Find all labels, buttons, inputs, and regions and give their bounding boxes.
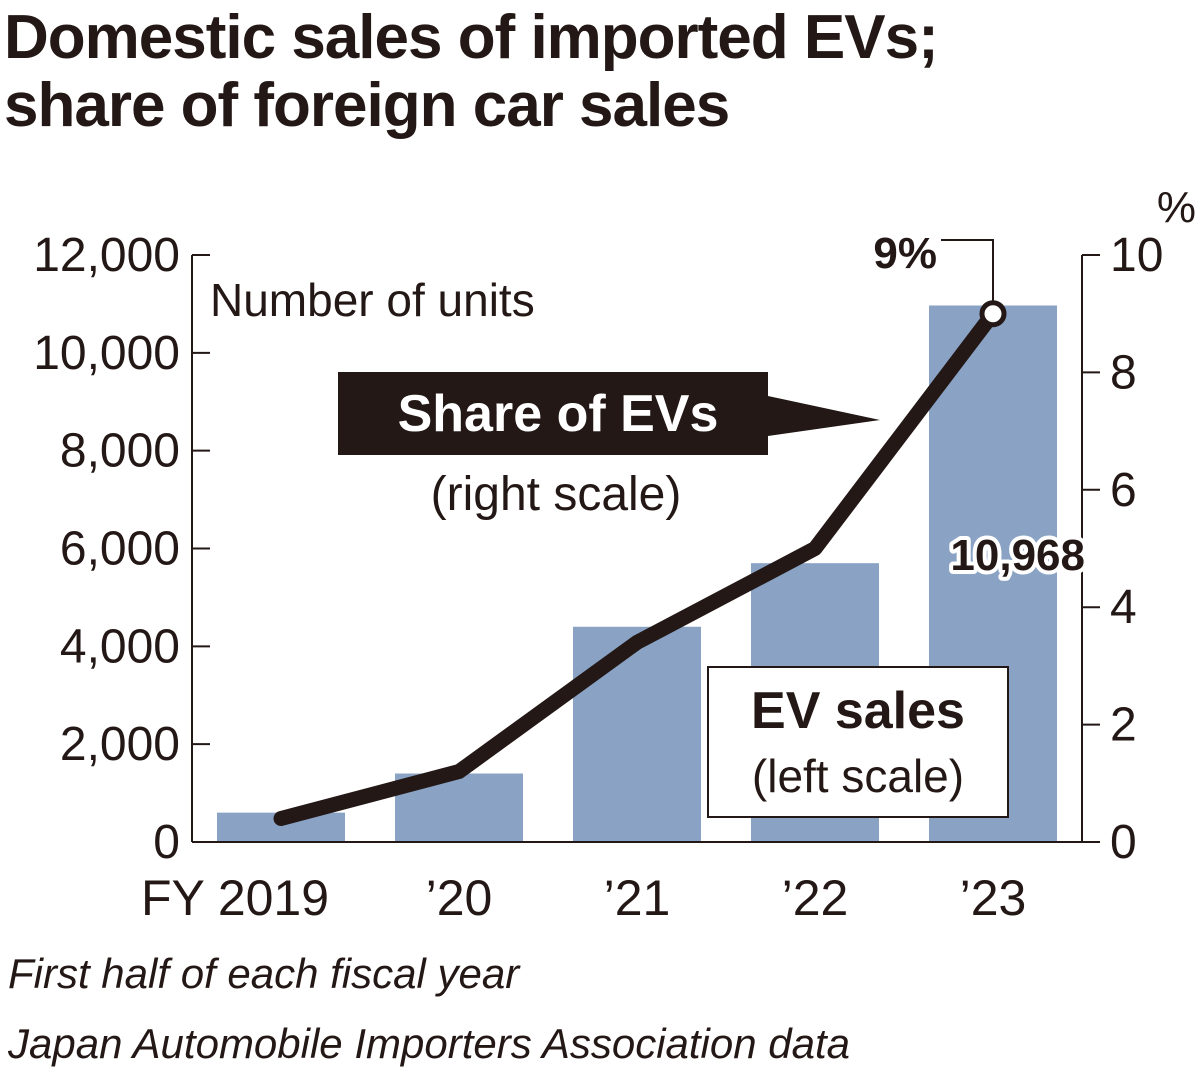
left-axis-tick-labels: 0 2,000 4,000 6,000 8,000 10,000 12,000 bbox=[33, 229, 180, 869]
x-tick-label-2: ’21 bbox=[604, 870, 671, 926]
footnote-period: First half of each fiscal year bbox=[8, 950, 520, 997]
left-tick-label-0: 0 bbox=[153, 816, 180, 869]
chart-canvas: 0 2,000 4,000 6,000 8,000 10,000 12,000 0 2 4 6 8 1… bbox=[33, 183, 1196, 926]
line-point-2 bbox=[634, 639, 640, 646]
axes bbox=[191, 254, 1100, 843]
x-axis-tick-labels: FY 2019 ’20 ’21 ’22 ’23 bbox=[141, 870, 1026, 926]
right-tick-label-0: 0 bbox=[1110, 816, 1137, 869]
line-point-3 bbox=[812, 545, 818, 552]
last-point-value-label: 9% bbox=[873, 229, 937, 278]
x-tick-label-1: ’20 bbox=[426, 870, 493, 926]
chart-title-line-1: Domestic sales of imported EVs; bbox=[4, 3, 939, 72]
line-point-0 bbox=[278, 815, 284, 822]
share-legend: Share of EVs (right scale) bbox=[338, 372, 880, 521]
share-legend-box bbox=[338, 372, 880, 455]
line-point-4 bbox=[979, 300, 1007, 328]
footnote-source: Japan Automobile Importers Association d… bbox=[8, 1020, 851, 1067]
x-tick-label-4: ’23 bbox=[960, 870, 1027, 926]
share-legend-label: Share of EVs bbox=[398, 385, 719, 443]
x-tick-label-0: FY 2019 bbox=[141, 870, 329, 926]
left-tick-label-6: 12,000 bbox=[33, 229, 180, 282]
left-tick-label-2: 4,000 bbox=[60, 620, 180, 673]
right-tick-label-2: 4 bbox=[1110, 581, 1137, 634]
left-tick-label-5: 10,000 bbox=[33, 327, 180, 380]
sales-legend: EV sales (left scale) bbox=[707, 666, 1009, 818]
x-tick-label-3: ’22 bbox=[782, 870, 849, 926]
callout-leader-line bbox=[941, 239, 994, 302]
bar-2 bbox=[573, 626, 701, 842]
left-tick-label-4: 8,000 bbox=[60, 425, 180, 478]
sales-legend-label: EV sales bbox=[751, 682, 965, 740]
chart-title-line-2: share of foreign car sales bbox=[4, 71, 730, 140]
left-axis-label: Number of units bbox=[210, 274, 535, 326]
sales-legend-sublabel: (left scale) bbox=[752, 750, 964, 802]
right-tick-label-4: 8 bbox=[1110, 346, 1137, 399]
left-tick-label-1: 2,000 bbox=[60, 718, 180, 771]
sales-legend-box bbox=[707, 666, 1009, 818]
line-point-1 bbox=[456, 768, 462, 775]
right-tick-label-3: 6 bbox=[1110, 464, 1137, 517]
line-points bbox=[278, 300, 1007, 822]
last-bar-value-label: 10,968 bbox=[950, 531, 1085, 580]
right-tick-label-1: 2 bbox=[1110, 699, 1137, 752]
left-tick-label-3: 6,000 bbox=[60, 523, 180, 576]
right-axis-unit: % bbox=[1157, 183, 1196, 232]
right-axis-tick-labels: 0 2 4 6 8 10 bbox=[1110, 229, 1163, 869]
share-legend-sublabel: (right scale) bbox=[431, 468, 682, 521]
right-tick-label-5: 10 bbox=[1110, 229, 1163, 282]
chart-title: Domestic sales of imported EVs; share of… bbox=[4, 3, 939, 140]
